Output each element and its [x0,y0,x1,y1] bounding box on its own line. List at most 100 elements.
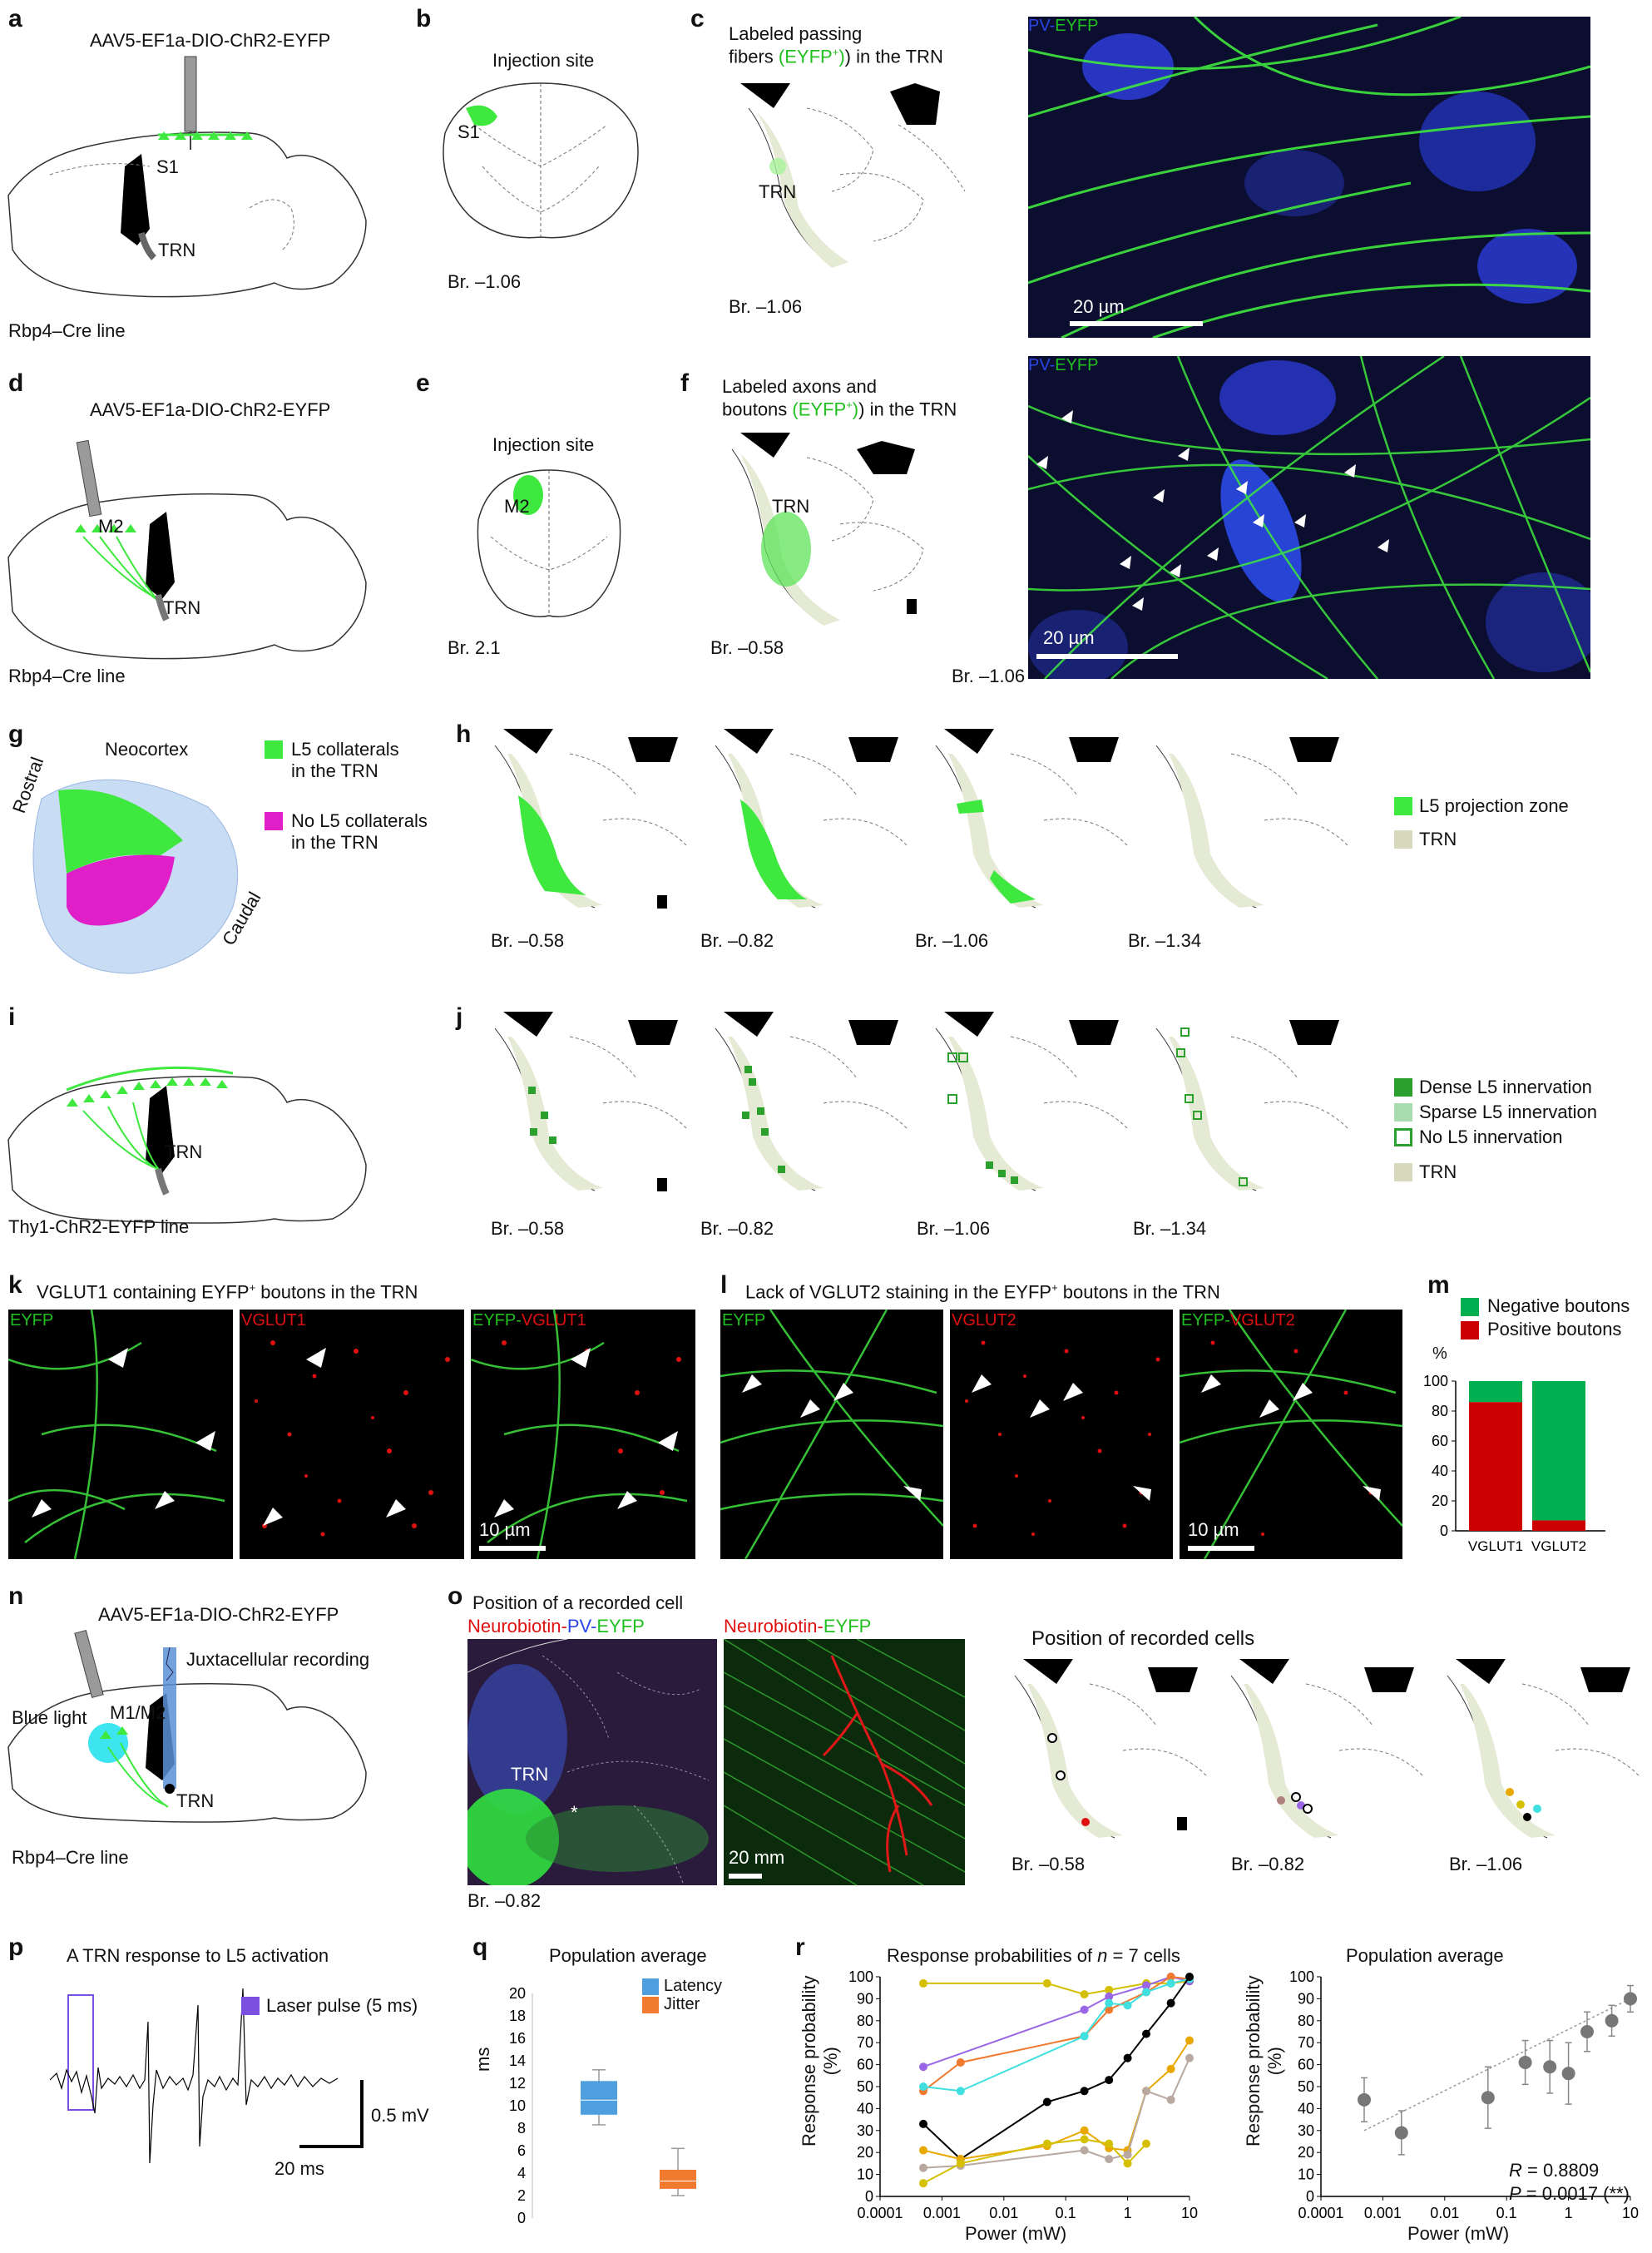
r1-point [1105,1992,1114,2001]
region-label-b: S1 [458,121,480,142]
micrograph-k-merge: EYFP-VGLUT1 10 µm [471,1310,695,1559]
panel-letter-j: j [456,1003,463,1031]
target-label-i: TRN [165,1141,203,1162]
r1-series-line-4 [922,1976,1190,2161]
r2-xtick-label: 0.1 [1496,2205,1517,2221]
scale-label-l: 10 µm [1188,1519,1239,1540]
r1-point [919,2119,928,2128]
r1-ytick-label: 0 [865,2188,873,2205]
r1-ytick-label: 40 [857,2100,873,2117]
r1-point [919,2179,928,2188]
target-label-c: TRN [759,181,797,202]
r1-xtick-label: 0.01 [989,2205,1018,2221]
h-section-2 [715,729,908,909]
bregma-o-2: Br. –0.82 [1231,1854,1305,1874]
r1-point [1105,1998,1114,2008]
title-k: VGLUT1 containing EYFP+ boutons in the T… [37,1281,418,1303]
bregma-o-3: Br. –1.06 [1449,1854,1523,1874]
micrograph-c-pv-eyfp: PV-EYFP 20 µm [1028,17,1590,338]
r1-ytick-label: 50 [857,2078,873,2095]
o-star: * [571,1802,578,1823]
micrograph-l-label1: EYFP [722,1311,766,1330]
micrograph-l-merge: EYFP-VGLUT2 10 µm [1180,1310,1402,1559]
o-img2-label: Neurobiotin-EYFP [724,1616,872,1637]
micrograph-k-eyfp: EYFP [8,1310,233,1559]
bregma-h-2: Br. –0.82 [700,930,774,951]
region-label-e: M2 [504,496,530,517]
r1-point [1141,2139,1150,2148]
r2-ytick-label: 0 [1306,2188,1314,2205]
r2-xtick-label: 1 [1565,2205,1573,2221]
legend-negative: Negative boutons [1487,1295,1630,1316]
scale-label-c: 20 µm [1073,296,1125,317]
trn-response-trace [49,1988,364,2164]
q-ytick-label: 14 [509,2052,526,2069]
r1-ytick-label: 80 [857,2013,873,2029]
r2-point [1518,2055,1532,2069]
chart-r-population-average: 0 10 20 30 40 50 60 70 80 90 100 0.0001 0.001 0.01 0.1… [1289,1968,1639,2221]
r1-point [956,2087,965,2096]
legend-none: No L5 innervation [1419,1126,1563,1147]
stat-p: P = 0.0017 (**) [1509,2183,1630,2204]
micrograph-k-vglut1: VGLUT1 [240,1310,464,1559]
line-label-d: Rbp4–Cre line [8,666,126,686]
legend-swatch-negative [1461,1298,1479,1316]
q-box-jitter [660,2169,696,2189]
o-section-3 [1447,1659,1640,1839]
target-label-d: TRN [163,597,201,618]
bregma-e: Br. 2.1 [448,637,501,658]
r1-ylabel: Response probability (%) [799,1975,842,2147]
r1-xlabel: Power (mW) [965,2223,1067,2244]
title-c-line1: Labeled passing [729,23,863,44]
trn-section-c [740,83,966,268]
o-right-title: Position of recorded cells [1031,1627,1255,1650]
region-label-d: M2 [98,516,124,537]
scale-bar-k [479,1546,546,1551]
m-ytick-label: 100 [1423,1373,1448,1389]
bregma-f2: Br. –1.06 [952,666,1026,686]
region-label-a: S1 [156,156,179,177]
micrograph-l-vglut2: VGLUT2 [950,1310,1173,1559]
chart-q-boxplot: 0 2 4 6 8 10 12 14 16 18 20 [509,1985,696,2226]
legend-swatch-l5 [265,740,283,759]
q-ytick-label: 6 [517,2142,526,2159]
title-r: Response probabilities of n = 7 cells [887,1945,1180,1966]
micrograph-k-label2: VGLUT1 [241,1311,306,1330]
panel-letter-c: c [690,5,705,32]
legend-trn-h: TRN [1419,829,1457,849]
micrograph-l-eyfp: EYFP [720,1310,943,1559]
legend-no-l5-line2: in the TRN [291,832,378,853]
bregma-c: Br. –1.06 [729,296,803,317]
r1-point [1080,2032,1089,2041]
scale-label-f: 20 µm [1043,627,1095,648]
r2-point [1481,2091,1495,2105]
r2-ytick-label: 70 [1298,2034,1314,2051]
legend-swatch-projection [1394,797,1412,815]
panel-letter-n: n [8,1582,24,1610]
r1-point [1105,2005,1114,2014]
legend-l5-line1: L5 collaterals [291,739,399,760]
r1-series-line-3 [922,1978,1190,2092]
stat-r: R = 0.8809 [1509,2160,1600,2181]
scale-v-p: 0.5 mV [371,2105,429,2126]
q-ytick-label: 8 [517,2120,526,2137]
panel-letter-i: i [8,1003,16,1031]
r2-xtick-label: 10 [1622,2205,1639,2221]
m-ytick-label: 40 [1432,1463,1448,1479]
r1-point [1185,1973,1194,1981]
r2-point [1605,2013,1619,2028]
r1-point [1123,2001,1132,2010]
virus-label-n: AAV5-EF1a-DIO-ChR2-EYFP [98,1604,339,1625]
panel-letter-k: k [8,1271,22,1299]
r1-point [1141,2029,1150,2038]
line-label-a: Rbp4–Cre line [8,320,126,341]
r2-point [1624,1992,1637,2006]
title-e: Injection site [492,434,595,455]
m-ylabel: % [1432,1344,1447,1363]
r1-point [1080,2126,1089,2135]
r2-ytick-label: 80 [1298,2013,1314,2029]
j-section-3 [935,1012,1128,1191]
legend-no-l5-line1: No L5 collaterals [291,810,428,831]
panel-letter-a: a [8,5,22,32]
q-ytick-label: 4 [517,2165,526,2181]
